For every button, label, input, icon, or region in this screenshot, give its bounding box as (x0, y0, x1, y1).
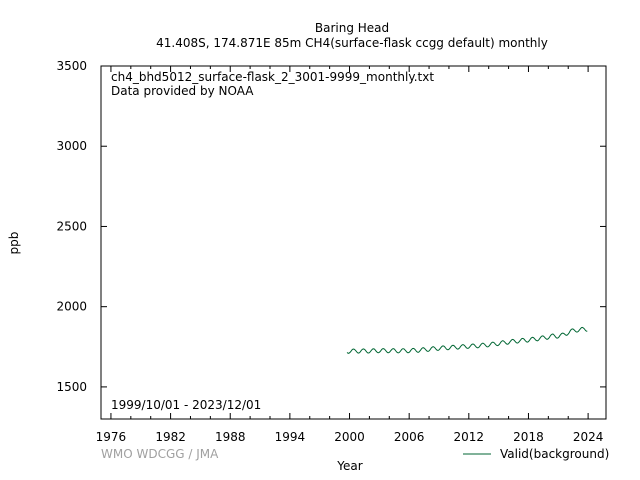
series-line-0 (346, 326, 588, 354)
x-tick-label: 2012 (454, 430, 485, 444)
x-tick-label: 1976 (96, 430, 127, 444)
chart-marks: 1976 1982 1988 1994 2000 2006 2012 2018 2024 1500… (56, 59, 609, 461)
x-tick-label: 2018 (513, 430, 544, 444)
x-tick-label: 1988 (215, 430, 246, 444)
chart-title: Baring Head (315, 21, 389, 35)
x-tick-label: 2006 (394, 430, 425, 444)
x-tick-label: 1994 (275, 430, 306, 444)
y-axis-label: ppb (7, 232, 21, 255)
chart-subtitle: 41.408S, 174.871E 85m CH4(surface-flask … (156, 36, 548, 50)
credit-text: WMO WDCGG / JMA (101, 447, 219, 461)
provider-annotation: Data provided by NOAA (111, 84, 254, 98)
y-tick-label: 2500 (56, 219, 87, 233)
x-axis-label: Year (336, 459, 362, 473)
y-tick-label: 3500 (56, 59, 87, 73)
date-range-annotation: 1999/10/01 - 2023/12/01 (111, 398, 261, 412)
x-tick-label: 1982 (155, 430, 186, 444)
y-tick-label: 2000 (56, 300, 87, 314)
legend-label: Valid(background) (500, 447, 609, 461)
y-tick-label: 3000 (56, 139, 87, 153)
x-tick-label: 2024 (573, 430, 604, 444)
y-tick-label: 1500 (56, 380, 87, 394)
plot-frame (100, 65, 607, 420)
x-tick-label: 2000 (334, 430, 365, 444)
file-annotation: ch4_bhd5012_surface-flask_2_3001-9999_mo… (111, 70, 434, 84)
